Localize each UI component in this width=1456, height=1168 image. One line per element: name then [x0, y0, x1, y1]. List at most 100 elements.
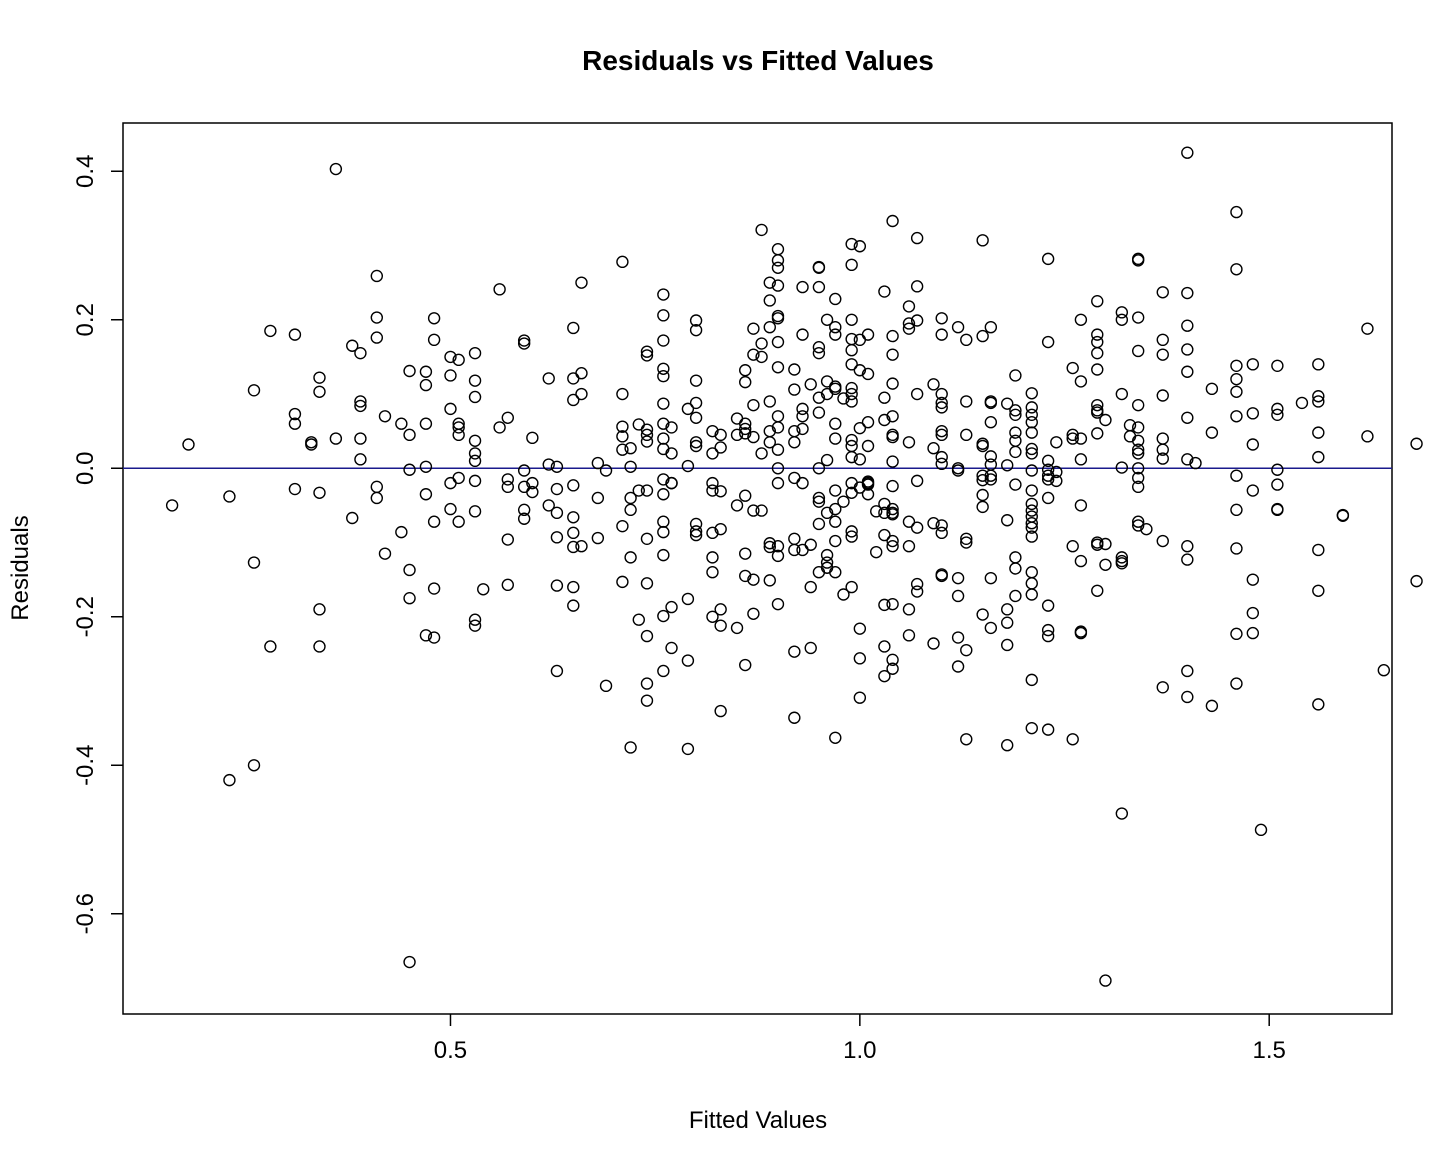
data-point [1246, 573, 1260, 586]
data-point [1041, 454, 1055, 468]
data-point [313, 385, 326, 398]
y-tick-label: 0.0 [72, 452, 99, 485]
data-point [845, 580, 858, 594]
data-point [1336, 509, 1350, 522]
x-axis-label: Fitted Values [689, 1107, 827, 1134]
data-point [665, 600, 678, 614]
data-point [1091, 346, 1104, 360]
data-point [657, 362, 670, 375]
data-point [886, 430, 899, 444]
data-point [1271, 463, 1284, 476]
data-point [526, 431, 539, 445]
data-point [616, 443, 629, 456]
data-point [395, 417, 408, 430]
data-point [1041, 252, 1055, 266]
data-point [1115, 551, 1129, 564]
data-point [763, 320, 776, 334]
data-point [1074, 626, 1088, 640]
data-point [468, 346, 482, 360]
data-point [706, 526, 719, 540]
data-point [640, 577, 654, 590]
data-point [1230, 410, 1243, 423]
data-point [910, 387, 924, 401]
data-point [829, 292, 842, 306]
data-point [657, 664, 670, 678]
data-point [902, 603, 916, 616]
data-point [1230, 359, 1243, 372]
y-tick-label: -0.2 [72, 596, 99, 637]
data-point [1140, 522, 1153, 536]
data-point [886, 348, 899, 361]
data-point [820, 548, 834, 562]
data-point [616, 575, 629, 589]
data-point [1009, 426, 1022, 439]
data-point [575, 387, 588, 401]
data-point [1131, 519, 1145, 532]
data-point [763, 276, 776, 289]
data-point [575, 540, 588, 553]
data-point [910, 577, 924, 591]
data-point [1074, 453, 1088, 466]
data-point [829, 731, 842, 744]
data-point [706, 610, 719, 623]
data-point [886, 534, 899, 548]
data-point [567, 511, 580, 524]
data-point [935, 387, 948, 401]
data-point [1295, 396, 1309, 410]
data-point [960, 428, 973, 442]
data-point [591, 456, 605, 470]
data-point [747, 430, 760, 444]
data-point [567, 479, 580, 492]
data-point [984, 473, 998, 486]
data-point [1025, 401, 1038, 414]
data-point [878, 528, 891, 542]
data-point [886, 214, 899, 228]
data-point [378, 547, 392, 560]
data-point [354, 395, 367, 408]
x-tick-label: 1.0 [843, 1037, 876, 1064]
data-point [845, 358, 858, 371]
data-point [689, 525, 703, 538]
data-point [419, 629, 433, 642]
data-point [829, 382, 842, 396]
data-point [1025, 426, 1038, 439]
data-point [1025, 408, 1038, 422]
data-point [1312, 450, 1325, 464]
data-point [853, 364, 867, 377]
data-point [771, 540, 785, 553]
data-point [1131, 434, 1145, 447]
data-point [681, 402, 695, 416]
data-point [747, 573, 760, 586]
data-point [812, 462, 826, 475]
data-point [1025, 497, 1038, 511]
data-point [878, 285, 891, 298]
data-point [788, 383, 801, 396]
data-point [1156, 348, 1169, 361]
data-point [1025, 588, 1038, 601]
data-point [927, 442, 940, 455]
data-point [427, 312, 441, 325]
data-point [264, 640, 277, 653]
data-point [984, 396, 998, 410]
data-point [657, 609, 670, 623]
data-point [1271, 359, 1284, 372]
data-point [632, 484, 645, 497]
data-point [1001, 459, 1014, 472]
data-point [984, 469, 998, 482]
data-point [665, 476, 678, 490]
data-point [591, 491, 605, 505]
data-point [829, 515, 842, 528]
data-point [419, 378, 433, 392]
data-point [247, 384, 261, 397]
data-point [665, 421, 678, 434]
data-point [632, 613, 645, 626]
data-point [640, 677, 654, 690]
data-point [935, 424, 948, 438]
data-point [493, 283, 506, 296]
data-point [1230, 677, 1243, 690]
data-point [1066, 361, 1079, 375]
data-point [845, 387, 858, 401]
data-point [763, 294, 776, 307]
data-point [657, 417, 670, 430]
